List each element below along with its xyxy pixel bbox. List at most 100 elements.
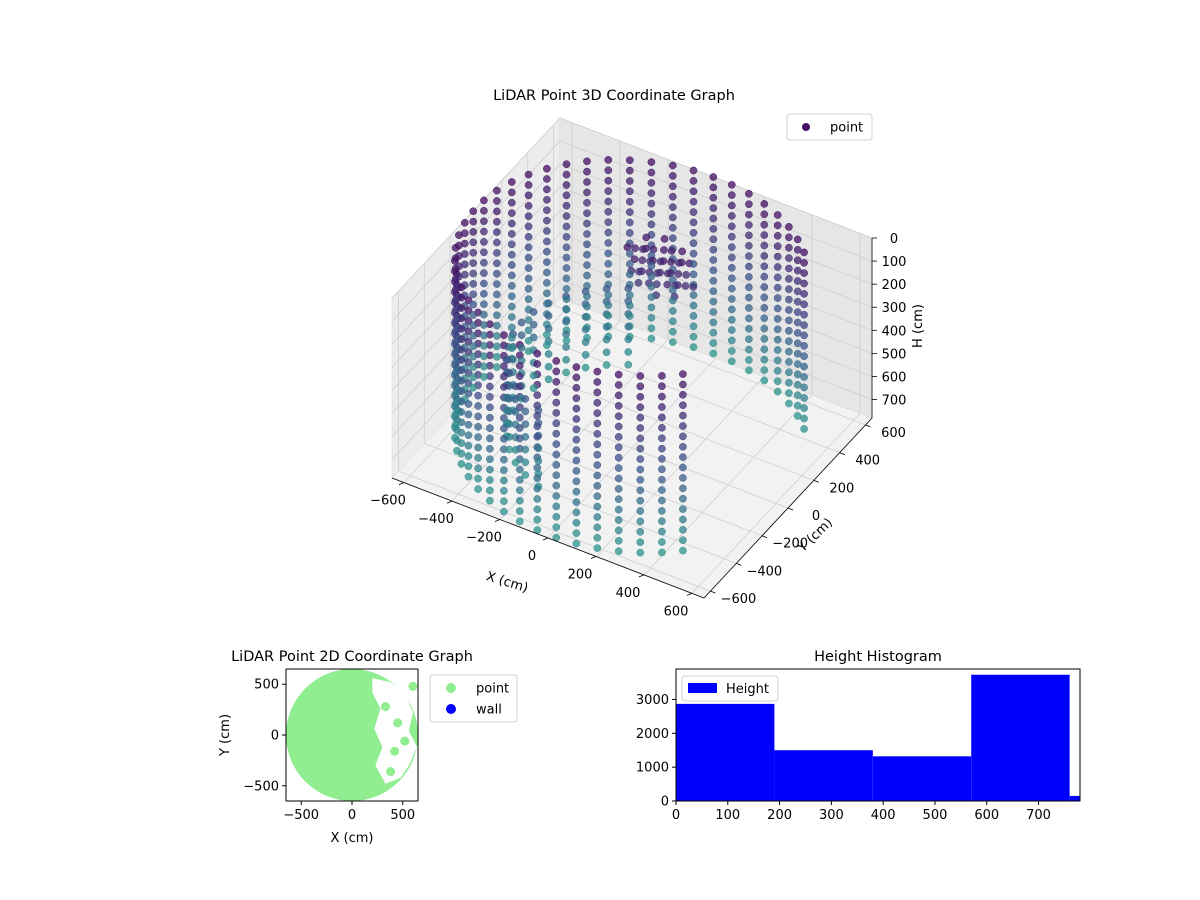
lidar-point bbox=[679, 432, 687, 441]
y-tick bbox=[787, 507, 794, 511]
lidar-point bbox=[552, 367, 561, 376]
lidar-point bbox=[760, 324, 769, 333]
lidar-point bbox=[785, 399, 793, 408]
lidar-point bbox=[785, 358, 793, 366]
lidar-point bbox=[636, 507, 645, 515]
lidar-point bbox=[658, 403, 666, 411]
lidar-point bbox=[604, 166, 613, 175]
lidar-point bbox=[625, 187, 634, 196]
lidar-point bbox=[507, 219, 516, 228]
lidar-point bbox=[552, 429, 561, 438]
lidar-point bbox=[625, 177, 634, 185]
lidar-point bbox=[543, 299, 551, 308]
y-tick-label: 0 bbox=[661, 795, 669, 810]
lidar-point bbox=[507, 209, 516, 217]
lidar-point bbox=[583, 188, 591, 197]
lidar-point bbox=[572, 425, 581, 434]
lidar-point bbox=[800, 425, 808, 433]
lidar-point bbox=[593, 430, 602, 438]
lidar-point bbox=[625, 208, 634, 216]
lidar-point bbox=[521, 407, 530, 416]
lidar-point bbox=[572, 508, 581, 517]
point-2d bbox=[386, 767, 396, 777]
lidar-point bbox=[493, 311, 501, 320]
lidar-point bbox=[474, 464, 482, 473]
lidar-point bbox=[668, 296, 677, 305]
y-tick bbox=[736, 563, 742, 566]
lidar-point bbox=[562, 201, 571, 210]
lidar-point bbox=[658, 486, 666, 494]
lidar-point bbox=[658, 455, 666, 463]
lidar-point bbox=[709, 328, 718, 337]
lidar-point bbox=[785, 243, 793, 252]
lidar-point bbox=[647, 282, 656, 291]
x-tick bbox=[590, 556, 597, 559]
lidar-point bbox=[543, 268, 551, 277]
lidar-point bbox=[562, 191, 571, 200]
lidar-point bbox=[460, 218, 469, 227]
lidar-point bbox=[614, 505, 623, 514]
lidar-point bbox=[552, 377, 561, 386]
lidar-point bbox=[500, 435, 508, 443]
lidar-point bbox=[451, 244, 460, 252]
lidar-point bbox=[638, 256, 647, 265]
lidar-point bbox=[500, 486, 508, 495]
x-tick-label: 0 bbox=[528, 549, 536, 564]
lidar-point bbox=[760, 303, 769, 312]
lidar-point bbox=[614, 381, 623, 389]
lidar-point bbox=[507, 333, 516, 342]
lidar-point bbox=[474, 422, 482, 431]
lidar-point bbox=[647, 303, 656, 312]
lidar-point bbox=[572, 539, 581, 548]
lidar-point bbox=[480, 362, 488, 371]
lidar-point bbox=[511, 458, 520, 467]
lidar-point bbox=[511, 407, 520, 416]
point-2d bbox=[400, 736, 410, 746]
lidar-point bbox=[625, 270, 634, 279]
lidar-point bbox=[785, 368, 793, 377]
lidar-point bbox=[533, 495, 542, 503]
lidar-point bbox=[760, 272, 769, 281]
lidar-point bbox=[647, 324, 656, 333]
lidar-point bbox=[658, 392, 666, 401]
grid-z-back bbox=[559, 163, 873, 285]
lidar-point bbox=[800, 269, 808, 277]
lidar-point bbox=[469, 207, 478, 216]
lidar-point bbox=[515, 434, 524, 443]
lidar-point bbox=[636, 382, 645, 391]
lidar-point bbox=[493, 228, 501, 236]
lidar-point bbox=[689, 249, 698, 258]
lidar-point bbox=[572, 487, 581, 496]
lidar-point bbox=[727, 253, 736, 262]
lidar-point bbox=[511, 446, 520, 454]
lidar-point bbox=[773, 366, 782, 375]
lidar-point bbox=[507, 281, 516, 290]
y-tick-label: 3000 bbox=[636, 693, 669, 708]
lidar-point bbox=[543, 330, 551, 339]
y-tick bbox=[839, 452, 845, 455]
lidar-point bbox=[773, 231, 782, 240]
lidar-point bbox=[663, 269, 672, 278]
lidar-point bbox=[689, 166, 698, 175]
lidar-point bbox=[533, 391, 542, 399]
x-tick-label: 600 bbox=[664, 604, 689, 619]
lidar-point bbox=[614, 422, 623, 431]
lidar-point bbox=[674, 270, 683, 278]
lidar-point bbox=[581, 325, 590, 334]
lidar-point bbox=[533, 412, 542, 420]
lidar-point bbox=[474, 485, 482, 493]
lidar-point bbox=[469, 321, 478, 330]
lidar-point bbox=[785, 295, 793, 304]
lidar-point bbox=[529, 320, 538, 329]
z-tick-label: 400 bbox=[882, 324, 907, 339]
y-tick-label: −600 bbox=[721, 592, 757, 607]
hist-bar bbox=[872, 756, 972, 801]
lidar-point bbox=[464, 379, 473, 388]
lidar-point bbox=[469, 342, 478, 351]
lidar-point bbox=[727, 357, 736, 366]
lidar-point bbox=[689, 322, 698, 331]
lidar-point bbox=[552, 492, 561, 500]
lidar-point bbox=[486, 465, 494, 474]
grid-z-left bbox=[391, 117, 561, 299]
lidar-point bbox=[785, 264, 793, 273]
